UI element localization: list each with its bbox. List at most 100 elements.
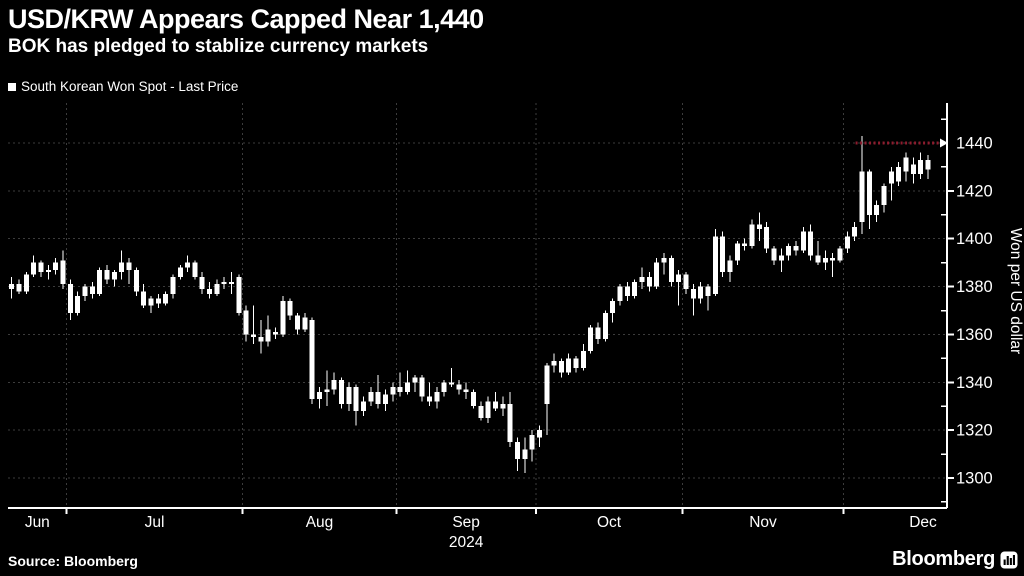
candle-body bbox=[588, 327, 594, 352]
legend-square-icon bbox=[8, 82, 16, 91]
candle-body bbox=[529, 434, 535, 450]
candle-body bbox=[896, 166, 902, 182]
candle-body bbox=[866, 171, 872, 215]
y-tick-label: 1300 bbox=[956, 470, 993, 488]
candle-body bbox=[404, 382, 410, 392]
candle-body bbox=[734, 243, 740, 261]
candle-body bbox=[133, 269, 139, 292]
candle-body bbox=[38, 262, 44, 273]
gridlines bbox=[8, 103, 947, 508]
candle-body bbox=[756, 224, 762, 230]
candle-body bbox=[199, 277, 205, 289]
candle-body bbox=[720, 236, 726, 273]
candle-body bbox=[419, 377, 425, 397]
candle-body bbox=[690, 288, 696, 299]
candle-body bbox=[903, 157, 909, 172]
candle-body bbox=[456, 384, 462, 390]
candle-body bbox=[536, 430, 542, 438]
x-month-label: Jul bbox=[145, 514, 165, 531]
candle-body bbox=[624, 286, 630, 297]
candle-body bbox=[412, 377, 418, 383]
x-month-label: Nov bbox=[749, 514, 777, 531]
candle-body bbox=[346, 387, 352, 404]
y-axis-title: Won per US dollar bbox=[1007, 228, 1024, 354]
candle-body bbox=[317, 391, 323, 400]
y-tick-label: 1320 bbox=[956, 422, 993, 440]
bloomberg-wordmark: Bloomberg bbox=[892, 548, 995, 570]
candle-body bbox=[23, 274, 29, 292]
candle-body bbox=[727, 260, 733, 273]
candle-body bbox=[448, 382, 454, 385]
candle-body bbox=[295, 315, 301, 330]
candle-body bbox=[163, 293, 169, 304]
candle-body bbox=[243, 310, 249, 335]
candle-body bbox=[339, 379, 345, 404]
candles bbox=[9, 135, 931, 474]
candle-body bbox=[126, 262, 132, 270]
candle-body bbox=[668, 257, 674, 282]
candle-body bbox=[639, 277, 645, 282]
candle-body bbox=[236, 277, 242, 313]
candle-body bbox=[97, 269, 103, 294]
candle-body bbox=[800, 231, 806, 251]
candle-body bbox=[514, 442, 520, 459]
candle-body bbox=[786, 245, 792, 256]
candle-body bbox=[214, 284, 220, 294]
candle-body bbox=[207, 288, 213, 294]
candle-body bbox=[302, 317, 308, 330]
candle-body bbox=[485, 401, 491, 419]
candle-body bbox=[566, 358, 572, 373]
candle-body bbox=[375, 391, 381, 404]
candle-body bbox=[185, 262, 191, 268]
candle-body bbox=[434, 391, 440, 402]
candle-body bbox=[661, 257, 667, 263]
candle-body bbox=[610, 300, 616, 313]
candle-body bbox=[793, 245, 799, 251]
candle-body bbox=[573, 358, 579, 368]
y-tick-label: 1440 bbox=[956, 135, 993, 153]
x-month-label: Sep bbox=[452, 514, 480, 531]
candle-body bbox=[602, 312, 608, 340]
bloomberg-logo: Bloomberg bbox=[892, 548, 1018, 571]
candle-body bbox=[382, 394, 388, 404]
candle-body bbox=[67, 284, 73, 313]
candle-body bbox=[16, 284, 22, 292]
candle-body bbox=[698, 286, 704, 299]
candle-body bbox=[632, 281, 638, 297]
candle-body bbox=[617, 286, 623, 301]
candle-body bbox=[53, 262, 59, 270]
candle-body bbox=[771, 248, 777, 261]
candle-body bbox=[764, 226, 770, 249]
candle-body bbox=[522, 449, 528, 459]
candle-body bbox=[705, 286, 711, 297]
candle-body bbox=[148, 298, 154, 306]
candle-body bbox=[507, 403, 513, 443]
candle-body bbox=[683, 274, 689, 289]
candle-body bbox=[778, 255, 784, 261]
candle-body bbox=[676, 274, 682, 282]
candle-body bbox=[265, 329, 271, 342]
candle-body bbox=[558, 360, 564, 373]
candle-body bbox=[822, 257, 828, 263]
x-month-label: Aug bbox=[306, 514, 334, 531]
candle-body bbox=[221, 281, 227, 285]
candle-body bbox=[815, 255, 821, 263]
legend: South Korean Won Spot - Last Price bbox=[8, 79, 238, 94]
candle-body bbox=[470, 391, 476, 407]
candle-body bbox=[368, 391, 374, 402]
candle-body bbox=[309, 320, 315, 400]
candle-body bbox=[192, 262, 198, 277]
candle-body bbox=[75, 296, 81, 313]
axes bbox=[8, 103, 954, 514]
candle-body bbox=[31, 262, 37, 275]
candle-body bbox=[888, 171, 894, 184]
candle-body bbox=[251, 334, 257, 337]
candle-body bbox=[844, 236, 850, 249]
candle-body bbox=[397, 387, 403, 392]
y-tick-label: 1340 bbox=[956, 374, 993, 392]
candle-body bbox=[544, 365, 550, 404]
y-tick-label: 1360 bbox=[956, 326, 993, 344]
candle-body bbox=[712, 236, 718, 294]
candle-body bbox=[492, 401, 498, 409]
